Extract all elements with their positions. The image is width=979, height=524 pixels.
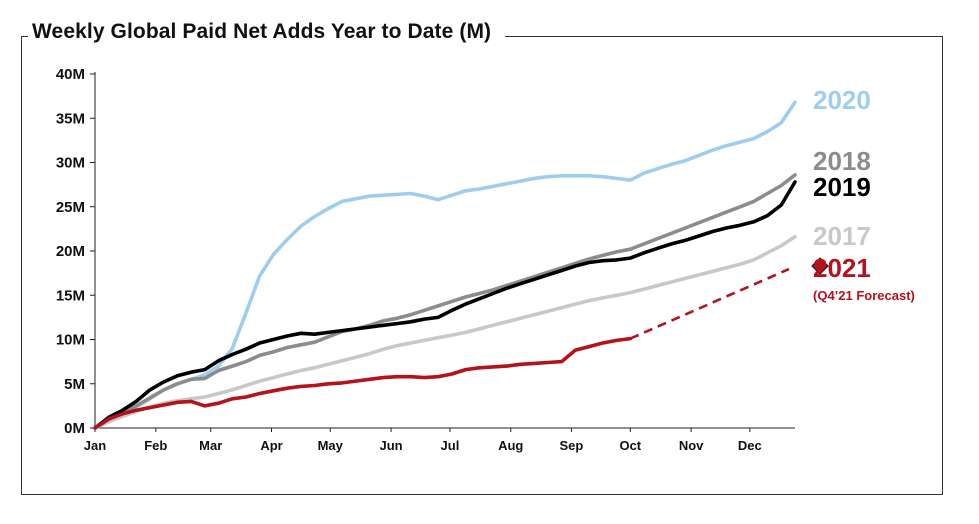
x-tick-label: Nov [679, 438, 704, 453]
series-label-2017: 2017 [813, 221, 871, 251]
y-tick-label: 0M [64, 420, 85, 437]
series-label-2019: 2019 [813, 172, 871, 202]
y-tick-label: 40M [56, 66, 85, 83]
x-tick-label: Sep [559, 438, 583, 453]
x-tick-label: Aug [498, 438, 523, 453]
x-tick-label: Jan [84, 438, 106, 453]
series-label-2020: 2020 [813, 85, 871, 115]
y-tick-label: 30M [56, 155, 85, 172]
series-line-2018 [93, 173, 797, 430]
chart-axes: 0M 5M 10M 15M 20M 25M 30M 35M 40M Jan Feb Mar Apr May… [56, 66, 795, 453]
forecast-line-2021 [629, 267, 790, 340]
x-tick-label: Feb [144, 438, 167, 453]
y-tick-label: 15M [56, 287, 85, 304]
y-tick-label: 35M [56, 110, 85, 127]
series-line-2017 [93, 235, 797, 430]
forecast-note: (Q4’21 Forecast) [813, 288, 915, 303]
y-tick-label: 25M [56, 199, 85, 216]
series-label-2018: 2018 [813, 146, 871, 176]
series-line-2021 [93, 336, 633, 430]
x-tick-label: Jun [379, 438, 402, 453]
forecast-marker [811, 257, 829, 275]
x-tick-label: Jul [441, 438, 460, 453]
x-tick-label: May [318, 438, 344, 453]
y-tick-label: 20M [56, 243, 85, 260]
y-tick-label: 10M [56, 332, 85, 349]
chart-series [93, 100, 829, 430]
series-label-2021: 2021 [813, 253, 871, 283]
y-tick-label: 5M [64, 376, 85, 393]
x-tick-label: Dec [738, 438, 762, 453]
series-line-2019 [93, 180, 797, 430]
series-line-2020 [93, 100, 797, 430]
x-tick-label: Mar [199, 438, 222, 453]
chart-title: Weekly Global Paid Net Adds Year to Date… [28, 20, 506, 44]
x-tick-label: Oct [619, 438, 641, 453]
x-tick-label: Apr [260, 438, 282, 453]
